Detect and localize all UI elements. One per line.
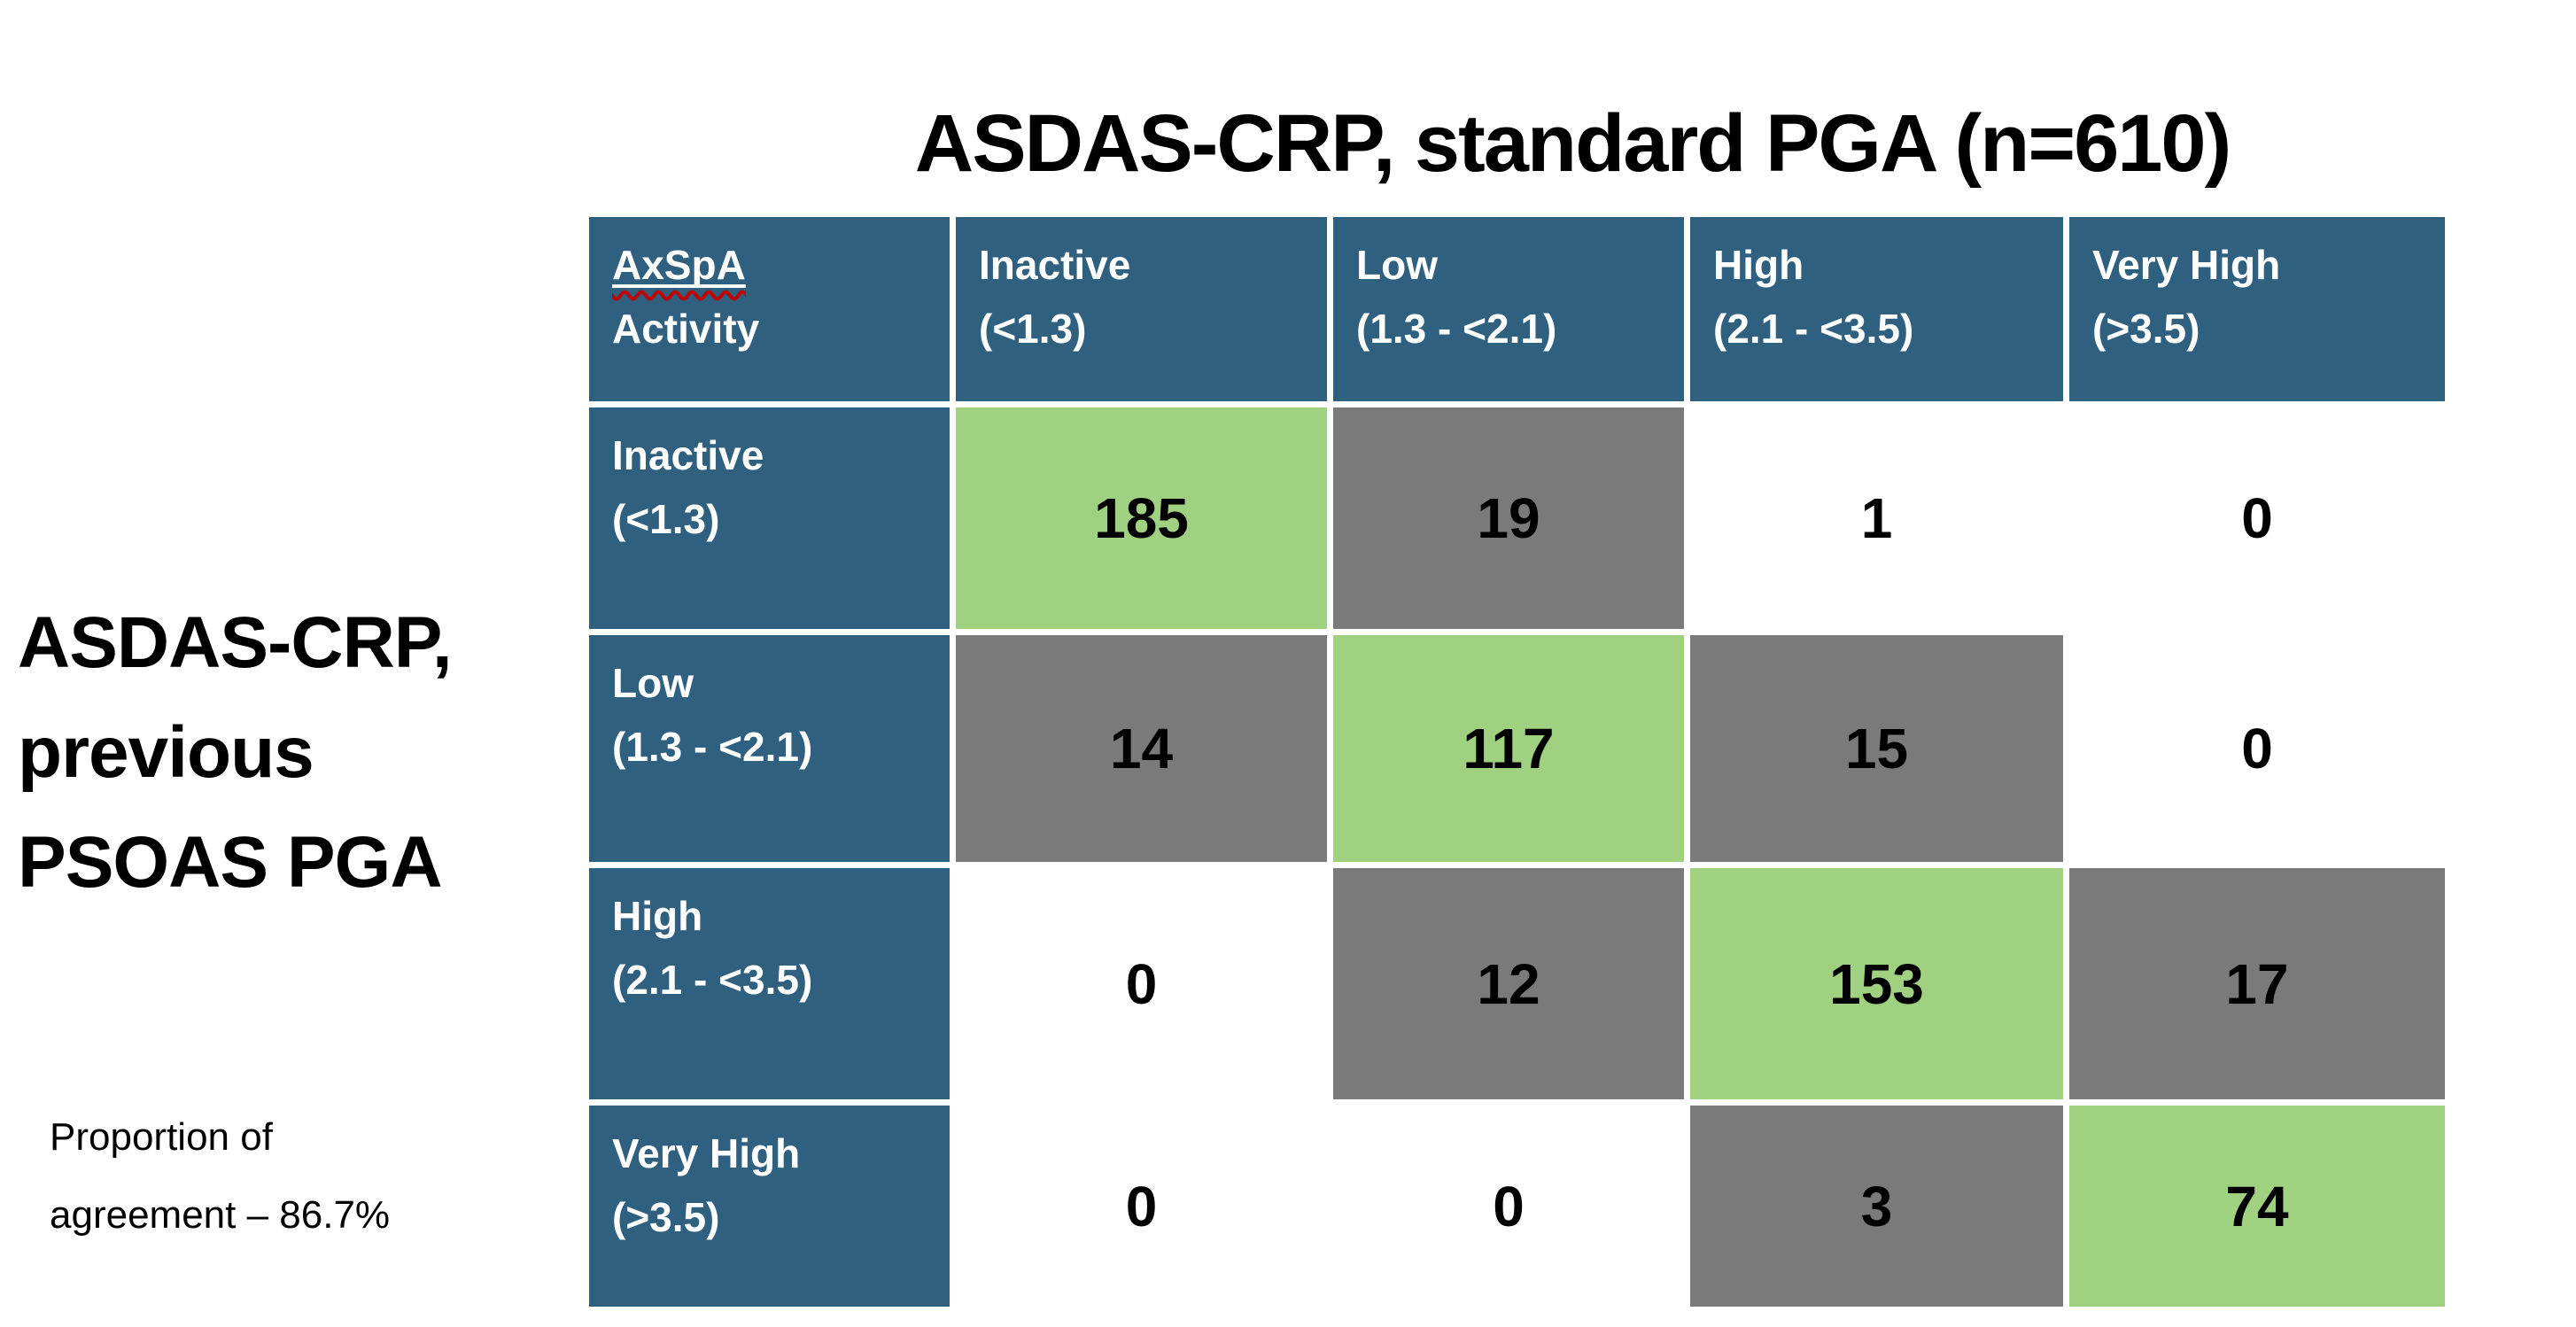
matrix-cell: 0 <box>956 868 1327 1099</box>
col-header-high: High (2.1 - <3.5) <box>1690 217 2063 401</box>
col-header-very-high: Very High (>3.5) <box>2069 217 2445 401</box>
page-title: ASDAS-CRP, standard PGA (n=610) <box>914 98 2231 189</box>
matrix-cell: 1 <box>1690 407 2063 629</box>
matrix-cell: 185 <box>956 407 1327 629</box>
matrix-cell: 0 <box>1333 1106 1684 1307</box>
matrix-cell: 19 <box>1333 407 1684 629</box>
row-header-inactive: Inactive (<1.3) <box>589 407 950 629</box>
agreement-matrix: AxSpA Activity Inactive (<1.3) Low (1.3 … <box>589 217 2445 1307</box>
matrix-cell: 14 <box>956 635 1327 862</box>
row-axis-label: ASDAS-CRP, previous PSOAS PGA <box>18 602 453 903</box>
proportion-of-agreement: Proportion of agreement – 86.7% <box>50 1115 391 1237</box>
col-header-inactive: Inactive (<1.3) <box>956 217 1327 401</box>
row-header-high: High (2.1 - <3.5) <box>589 868 950 1099</box>
col-header-low: Low (1.3 - <2.1) <box>1333 217 1684 401</box>
row-header-very-high: Very High (>3.5) <box>589 1106 950 1307</box>
corner-header: AxSpA Activity <box>589 217 950 401</box>
matrix-cell: 0 <box>2069 407 2445 629</box>
matrix-cell: 117 <box>1333 635 1684 862</box>
matrix-cell: 3 <box>1690 1106 2063 1307</box>
matrix-cell: 0 <box>956 1106 1327 1307</box>
agreement-stats: Proportion of agreement – 86.7% Kappa – … <box>50 1020 599 1327</box>
matrix-cell: 17 <box>2069 868 2445 1099</box>
row-header-low: Low (1.3 - <2.1) <box>589 635 950 862</box>
matrix-cell: 12 <box>1333 868 1684 1099</box>
corner-header-word: AxSpA <box>612 242 746 288</box>
matrix-cell: 15 <box>1690 635 2063 862</box>
matrix-cell: 74 <box>2069 1106 2445 1307</box>
matrix-cell: 0 <box>2069 635 2445 862</box>
matrix-cell: 153 <box>1690 868 2063 1099</box>
